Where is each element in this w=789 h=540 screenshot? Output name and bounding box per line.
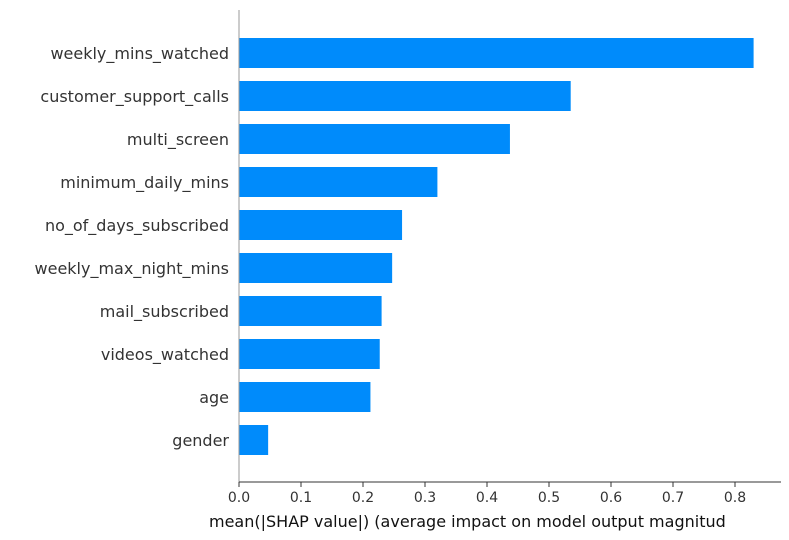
category-label: age [199,388,229,407]
bar-mail_subscribed [239,296,382,326]
bar-customer_support_calls [239,81,571,111]
bar-age [239,382,371,412]
x-tick-label: 0.3 [414,490,436,506]
category-label: multi_screen [127,130,229,150]
category-label: videos_watched [101,345,229,365]
bars-group [239,38,754,455]
category-label: weekly_max_night_mins [35,259,229,279]
x-tick-label: 0.6 [600,490,622,506]
x-axis-ticks: 0.0 0.1 0.2 0.3 0.4 0.5 0.6 0.7 0.8 [228,482,746,506]
x-tick-label: 0.4 [476,490,498,506]
bar-weekly_max_night_mins [239,253,393,283]
bar-gender [239,425,269,455]
x-tick-label: 0.7 [662,490,684,506]
x-tick-label: 0.1 [290,490,312,506]
category-labels: weekly_mins_watched customer_support_call… [35,44,230,450]
bar-multi_screen [239,124,510,154]
x-tick-label: 0.8 [724,490,746,506]
category-label: weekly_mins_watched [50,44,229,64]
category-label: minimum_daily_mins [60,173,229,193]
bar-no_of_days_subscribed [239,210,403,240]
category-label: no_of_days_subscribed [45,216,229,236]
x-tick-label: 0.2 [352,490,374,506]
category-label: customer_support_calls [40,87,229,107]
x-tick-label: 0.5 [538,490,560,506]
x-axis-title: mean(|SHAP value|) (average impact on mo… [209,512,726,531]
category-label: mail_subscribed [100,302,229,322]
bar-weekly_mins_watched [239,38,754,68]
bar-videos_watched [239,339,380,369]
category-label: gender [172,431,229,450]
x-tick-label: 0.0 [228,490,250,506]
bar-minimum_daily_mins [239,167,438,197]
